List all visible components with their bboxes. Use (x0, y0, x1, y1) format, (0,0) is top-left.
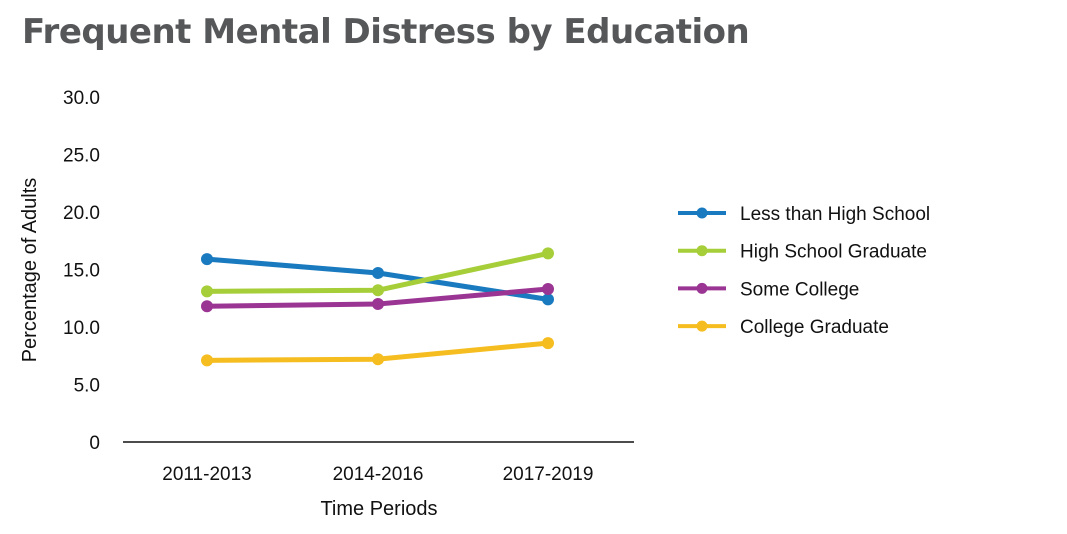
legend-swatch-marker (696, 207, 708, 219)
x-axis-ticks: 2011-2013 2014-2016 2017-2019 (162, 464, 593, 485)
series-less-than-high-school (201, 253, 554, 306)
data-point-less-than-high-school (372, 266, 384, 279)
series-college-graduate (201, 337, 554, 367)
legend: Less than High School High School Graduat… (678, 204, 930, 338)
legend-label: High School Graduate (740, 242, 927, 263)
data-point-college-graduate (372, 353, 384, 366)
series-high-school-graduate (201, 247, 554, 298)
y-axis-title: Percentage of Adults (19, 178, 41, 363)
legend-label: Less than High School (740, 204, 930, 225)
y-tick-label: 25.0 (63, 146, 100, 167)
x-axis-title: Time Periods (320, 498, 437, 520)
legend-swatch-marker (696, 282, 708, 294)
legend-item-college-graduate: College Graduate (678, 317, 889, 338)
data-point-some-college (201, 300, 213, 313)
y-tick-label: 10.0 (63, 318, 100, 339)
x-tick-label: 2014-2016 (333, 464, 424, 485)
legend-label: College Graduate (740, 317, 889, 338)
y-axis-ticks: 0 5.0 10.0 15.0 20.0 25.0 30.0 (63, 88, 100, 454)
y-tick-label: 20.0 (63, 203, 100, 224)
legend-swatch-marker (696, 320, 708, 332)
data-point-less-than-high-school (201, 253, 213, 266)
y-tick-label: 0 (89, 433, 100, 454)
data-point-high-school-graduate (201, 285, 213, 298)
legend-item-some-college: Some College (678, 279, 859, 300)
series-some-college (201, 283, 554, 313)
y-tick-label: 30.0 (63, 88, 100, 109)
data-point-college-graduate (201, 354, 213, 367)
legend-swatch-marker (696, 245, 708, 257)
data-point-less-than-high-school (542, 293, 554, 306)
legend-item-high-school-graduate: High School Graduate (678, 242, 927, 263)
legend-item-less-than-high-school: Less than High School (678, 204, 930, 225)
y-tick-label: 5.0 (74, 376, 100, 397)
data-point-high-school-graduate (372, 284, 384, 297)
chart-title: Frequent Mental Distress by Education (22, 12, 750, 52)
legend-label: Some College (740, 279, 859, 300)
y-tick-label: 15.0 (63, 261, 100, 282)
x-tick-label: 2011-2013 (162, 464, 251, 485)
series-layer (201, 247, 554, 367)
data-point-high-school-graduate (542, 247, 554, 260)
data-point-some-college (542, 283, 554, 296)
data-point-some-college (372, 298, 384, 310)
data-point-college-graduate (542, 337, 554, 350)
x-tick-label: 2017-2019 (503, 464, 594, 485)
